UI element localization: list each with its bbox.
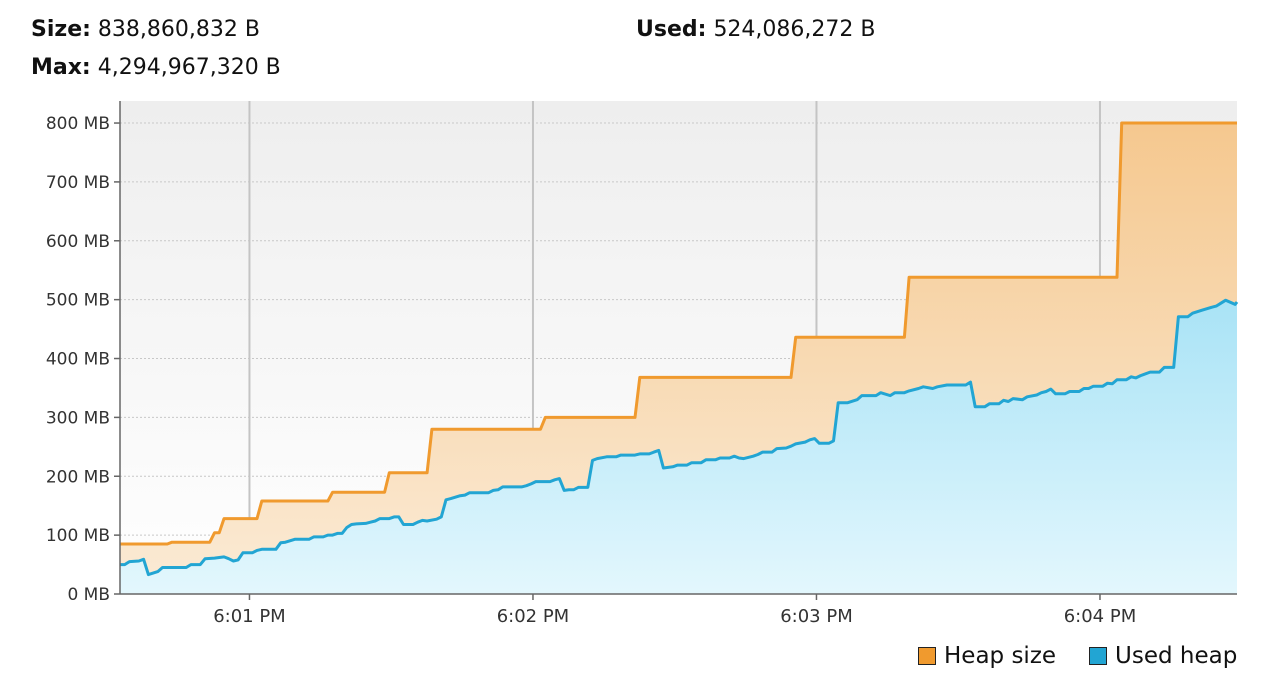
used-heap-line xyxy=(120,298,1239,577)
legend-heap-size-label: Heap size xyxy=(944,643,1057,669)
y-axis: 0 MB 100 MB 200 MB 300 MB 400 MB 500 MB 600 MB… xyxy=(46,114,120,605)
legend-heap-size: Heap size xyxy=(918,643,1056,669)
max-heap-value: 4,294,967,320 B xyxy=(97,55,281,80)
max-heap-stat: Max: 4,294,967,320 B xyxy=(31,55,281,80)
x-tick-label: 6:02 PM xyxy=(497,606,570,627)
heap-size-stat: Size: 838,860,832 B xyxy=(31,17,260,42)
heap-size-line xyxy=(120,121,1237,546)
x-tick-label: 6:03 PM xyxy=(780,606,853,627)
y-tick-label: 400 MB xyxy=(46,350,110,370)
legend-used-heap-label: Used heap xyxy=(1115,643,1238,669)
y-tick-label: 0 MB xyxy=(67,585,110,605)
x-tick-label: 6:01 PM xyxy=(213,606,286,627)
y-tick-label: 700 MB xyxy=(46,173,110,193)
used-heap-label: Used: xyxy=(636,17,707,42)
y-tick-label: 500 MB xyxy=(46,291,110,311)
used-heap-stat: Used: 524,086,272 B xyxy=(636,17,875,42)
used-heap-value: 524,086,272 B xyxy=(713,17,876,42)
y-tick-label: 100 MB xyxy=(46,526,110,546)
x-axis: 6:01 PM 6:02 PM 6:03 PM 6:04 PM xyxy=(213,594,1136,627)
used-heap-swatch xyxy=(1089,647,1107,665)
max-heap-label: Max: xyxy=(31,55,91,80)
legend-used-heap: Used heap xyxy=(1089,643,1237,669)
y-tick-label: 300 MB xyxy=(46,408,110,428)
y-tick-label: 200 MB xyxy=(46,467,110,487)
y-tick-label: 600 MB xyxy=(46,232,110,252)
heap-size-swatch xyxy=(918,647,936,665)
heap-size-value: 838,860,832 B xyxy=(97,17,260,42)
x-tick-label: 6:04 PM xyxy=(1064,606,1137,627)
used-heap-area xyxy=(120,300,1237,594)
y-tick-label: 800 MB xyxy=(46,114,110,134)
heap-size-label: Size: xyxy=(31,17,91,42)
